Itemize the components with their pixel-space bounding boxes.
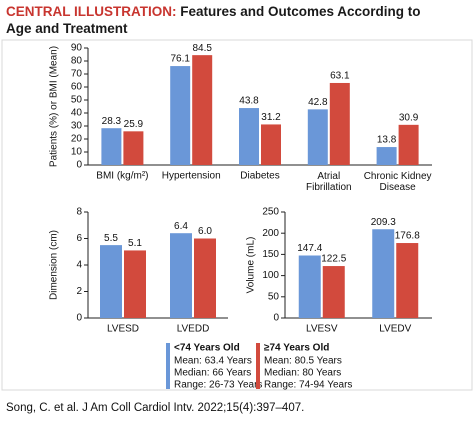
value-label: 63.1: [330, 71, 350, 82]
y-tick-label: 50: [268, 291, 280, 302]
bar: [123, 131, 144, 165]
y-tick-label: 250: [262, 207, 279, 218]
bar: [307, 109, 328, 165]
legend-detail: Range: 74-94 Years: [264, 380, 352, 391]
bar: [194, 238, 216, 318]
bar: [322, 266, 345, 318]
value-label: 84.5: [192, 43, 212, 54]
y-tick-label: 40: [71, 108, 83, 119]
bar: [298, 255, 321, 318]
legend-swatch: [166, 343, 170, 389]
y-tick-label: 4: [76, 260, 82, 271]
y-axis-label: Patients (%) or BMI (Mean): [49, 46, 60, 167]
bar: [376, 147, 397, 165]
value-label: 31.2: [261, 112, 281, 123]
value-label: 176.8: [395, 231, 420, 242]
legend-detail: Mean: 63.4 Years: [174, 356, 252, 367]
bar: [329, 82, 350, 165]
citation: Song, C. et al. J Am Coll Cardiol Intv. …: [6, 402, 304, 414]
y-tick-label: 200: [262, 228, 279, 239]
y-tick-label: 10: [71, 147, 83, 158]
bar: [100, 245, 122, 318]
bar: [124, 250, 146, 318]
y-tick-label: 100: [262, 270, 279, 281]
value-label: 122.5: [321, 254, 346, 265]
y-tick-label: 50: [71, 95, 83, 106]
legend-swatch: [256, 343, 260, 389]
x-tick-label: LVEDD: [177, 324, 210, 335]
y-tick-label: 0: [76, 313, 82, 324]
value-label: 6.0: [198, 226, 212, 237]
bar: [261, 124, 281, 165]
y-tick-label: 70: [71, 69, 83, 80]
header-label: CENTRAL ILLUSTRATION:: [6, 4, 177, 19]
value-label: 28.3: [102, 116, 122, 127]
y-axis-label: Dimension (cm): [49, 230, 60, 300]
bar: [239, 108, 259, 165]
x-tick-label: Diabetes: [240, 171, 279, 182]
x-tick-label: Chronic Kidney Disease: [364, 171, 432, 193]
x-tick-label: BMI (kg/m²): [96, 171, 148, 182]
x-tick-label: LVESD: [107, 324, 139, 335]
bar: [170, 233, 192, 318]
y-tick-label: 0: [273, 313, 279, 324]
header-title: Features and Outcomes According to Age a…: [6, 4, 421, 36]
bar: [101, 128, 122, 165]
y-tick-label: 150: [262, 249, 279, 260]
value-label: 5.5: [104, 233, 118, 244]
x-tick-label: Hypertension: [162, 171, 221, 182]
y-tick-label: 20: [71, 134, 83, 145]
x-tick-label: LVEDV: [379, 324, 411, 335]
legend-detail: Median: 80 Years: [264, 368, 341, 379]
y-tick-label: 90: [71, 43, 83, 54]
value-label: 25.9: [124, 119, 144, 130]
value-label: 43.8: [239, 96, 259, 107]
y-tick-label: 6: [76, 233, 82, 244]
value-label: 76.1: [170, 54, 190, 65]
legend-title: ≥74 Years Old: [264, 343, 329, 354]
y-tick-label: 2: [76, 286, 82, 297]
x-tick-label: LVESV: [306, 324, 338, 335]
value-label: 13.8: [377, 135, 397, 146]
y-axis-label: Volume (mL): [246, 237, 257, 294]
header: CENTRAL ILLUSTRATION: Features and Outco…: [6, 3, 446, 37]
bar: [372, 229, 395, 318]
legend-title: <74 Years Old: [174, 343, 240, 354]
y-tick-label: 30: [71, 121, 83, 132]
bar: [170, 66, 191, 165]
value-label: 5.1: [128, 238, 142, 249]
value-label: 6.4: [174, 221, 188, 232]
legend-detail: Median: 66 Years: [174, 368, 251, 379]
y-tick-label: 0: [76, 160, 82, 171]
bar: [398, 124, 419, 165]
value-label: 42.8: [308, 97, 328, 108]
legend-detail: Range: 26-73 Years: [174, 380, 262, 391]
y-tick-label: 60: [71, 82, 83, 93]
value-label: 209.3: [371, 217, 396, 228]
y-tick-label: 8: [76, 207, 82, 218]
y-tick-label: 80: [71, 56, 83, 67]
bar: [192, 55, 213, 165]
panel-frame: [1, 39, 473, 391]
legend-detail: Mean: 80.5 Years: [264, 356, 342, 367]
bar: [396, 243, 419, 318]
value-label: 147.4: [297, 243, 322, 254]
x-tick-label: Atrial Fibrillation: [306, 171, 352, 193]
value-label: 30.9: [399, 112, 419, 123]
